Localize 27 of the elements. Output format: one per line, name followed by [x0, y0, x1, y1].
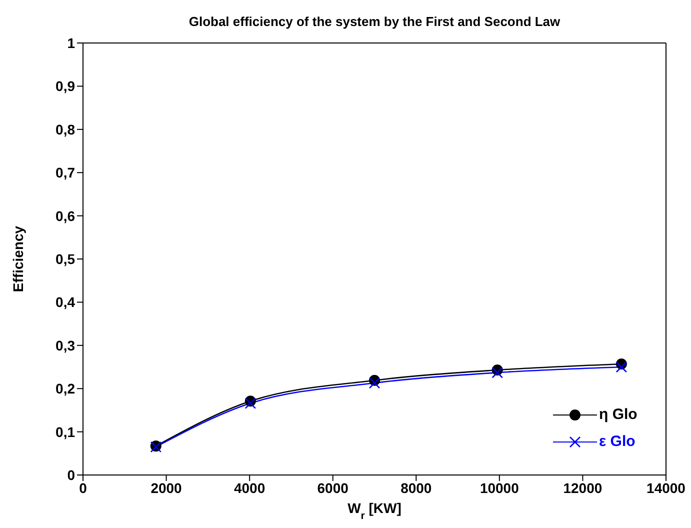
- y-axis-title: Efficiency: [10, 226, 26, 292]
- x-tick-label: 12000: [563, 480, 602, 496]
- y-tick-label: 0,3: [56, 337, 76, 354]
- x-tick-label: 6000: [317, 480, 349, 496]
- point: [616, 361, 628, 373]
- chart-title: Global efficiency of the system by the First and Second Law: [188, 14, 562, 29]
- y-tick-label: 0,8: [56, 121, 76, 138]
- y-tick-label: 0,6: [56, 208, 76, 224]
- point: [368, 377, 380, 389]
- y-tick-label: 0,7: [56, 164, 76, 181]
- x-tick-label: 4000: [234, 480, 266, 496]
- y-tick-label: 0,5: [56, 250, 76, 267]
- y-tick-label: 1: [67, 34, 76, 51]
- y-tick-label: 0,2: [56, 380, 76, 397]
- y-tick-label: 0: [67, 466, 76, 483]
- y-tick-label: 0,4: [56, 294, 76, 310]
- legend-label: ε Glo: [599, 433, 636, 450]
- x-axis-title: W$_{r}$ [KW]: [348, 500, 402, 522]
- point: [492, 366, 503, 378]
- x-tick-label: 10000: [480, 480, 520, 496]
- y-tick-label: 0,1: [56, 424, 76, 440]
- x-tick-label: 14000: [646, 480, 686, 496]
- x-tick-label: 0: [79, 480, 88, 496]
- y-tick-label: 0,9: [56, 78, 76, 94]
- x-tick-label: 2000: [150, 480, 182, 496]
- x-tick-label: 8000: [400, 480, 432, 496]
- legend-label: η Glo: [599, 406, 638, 423]
